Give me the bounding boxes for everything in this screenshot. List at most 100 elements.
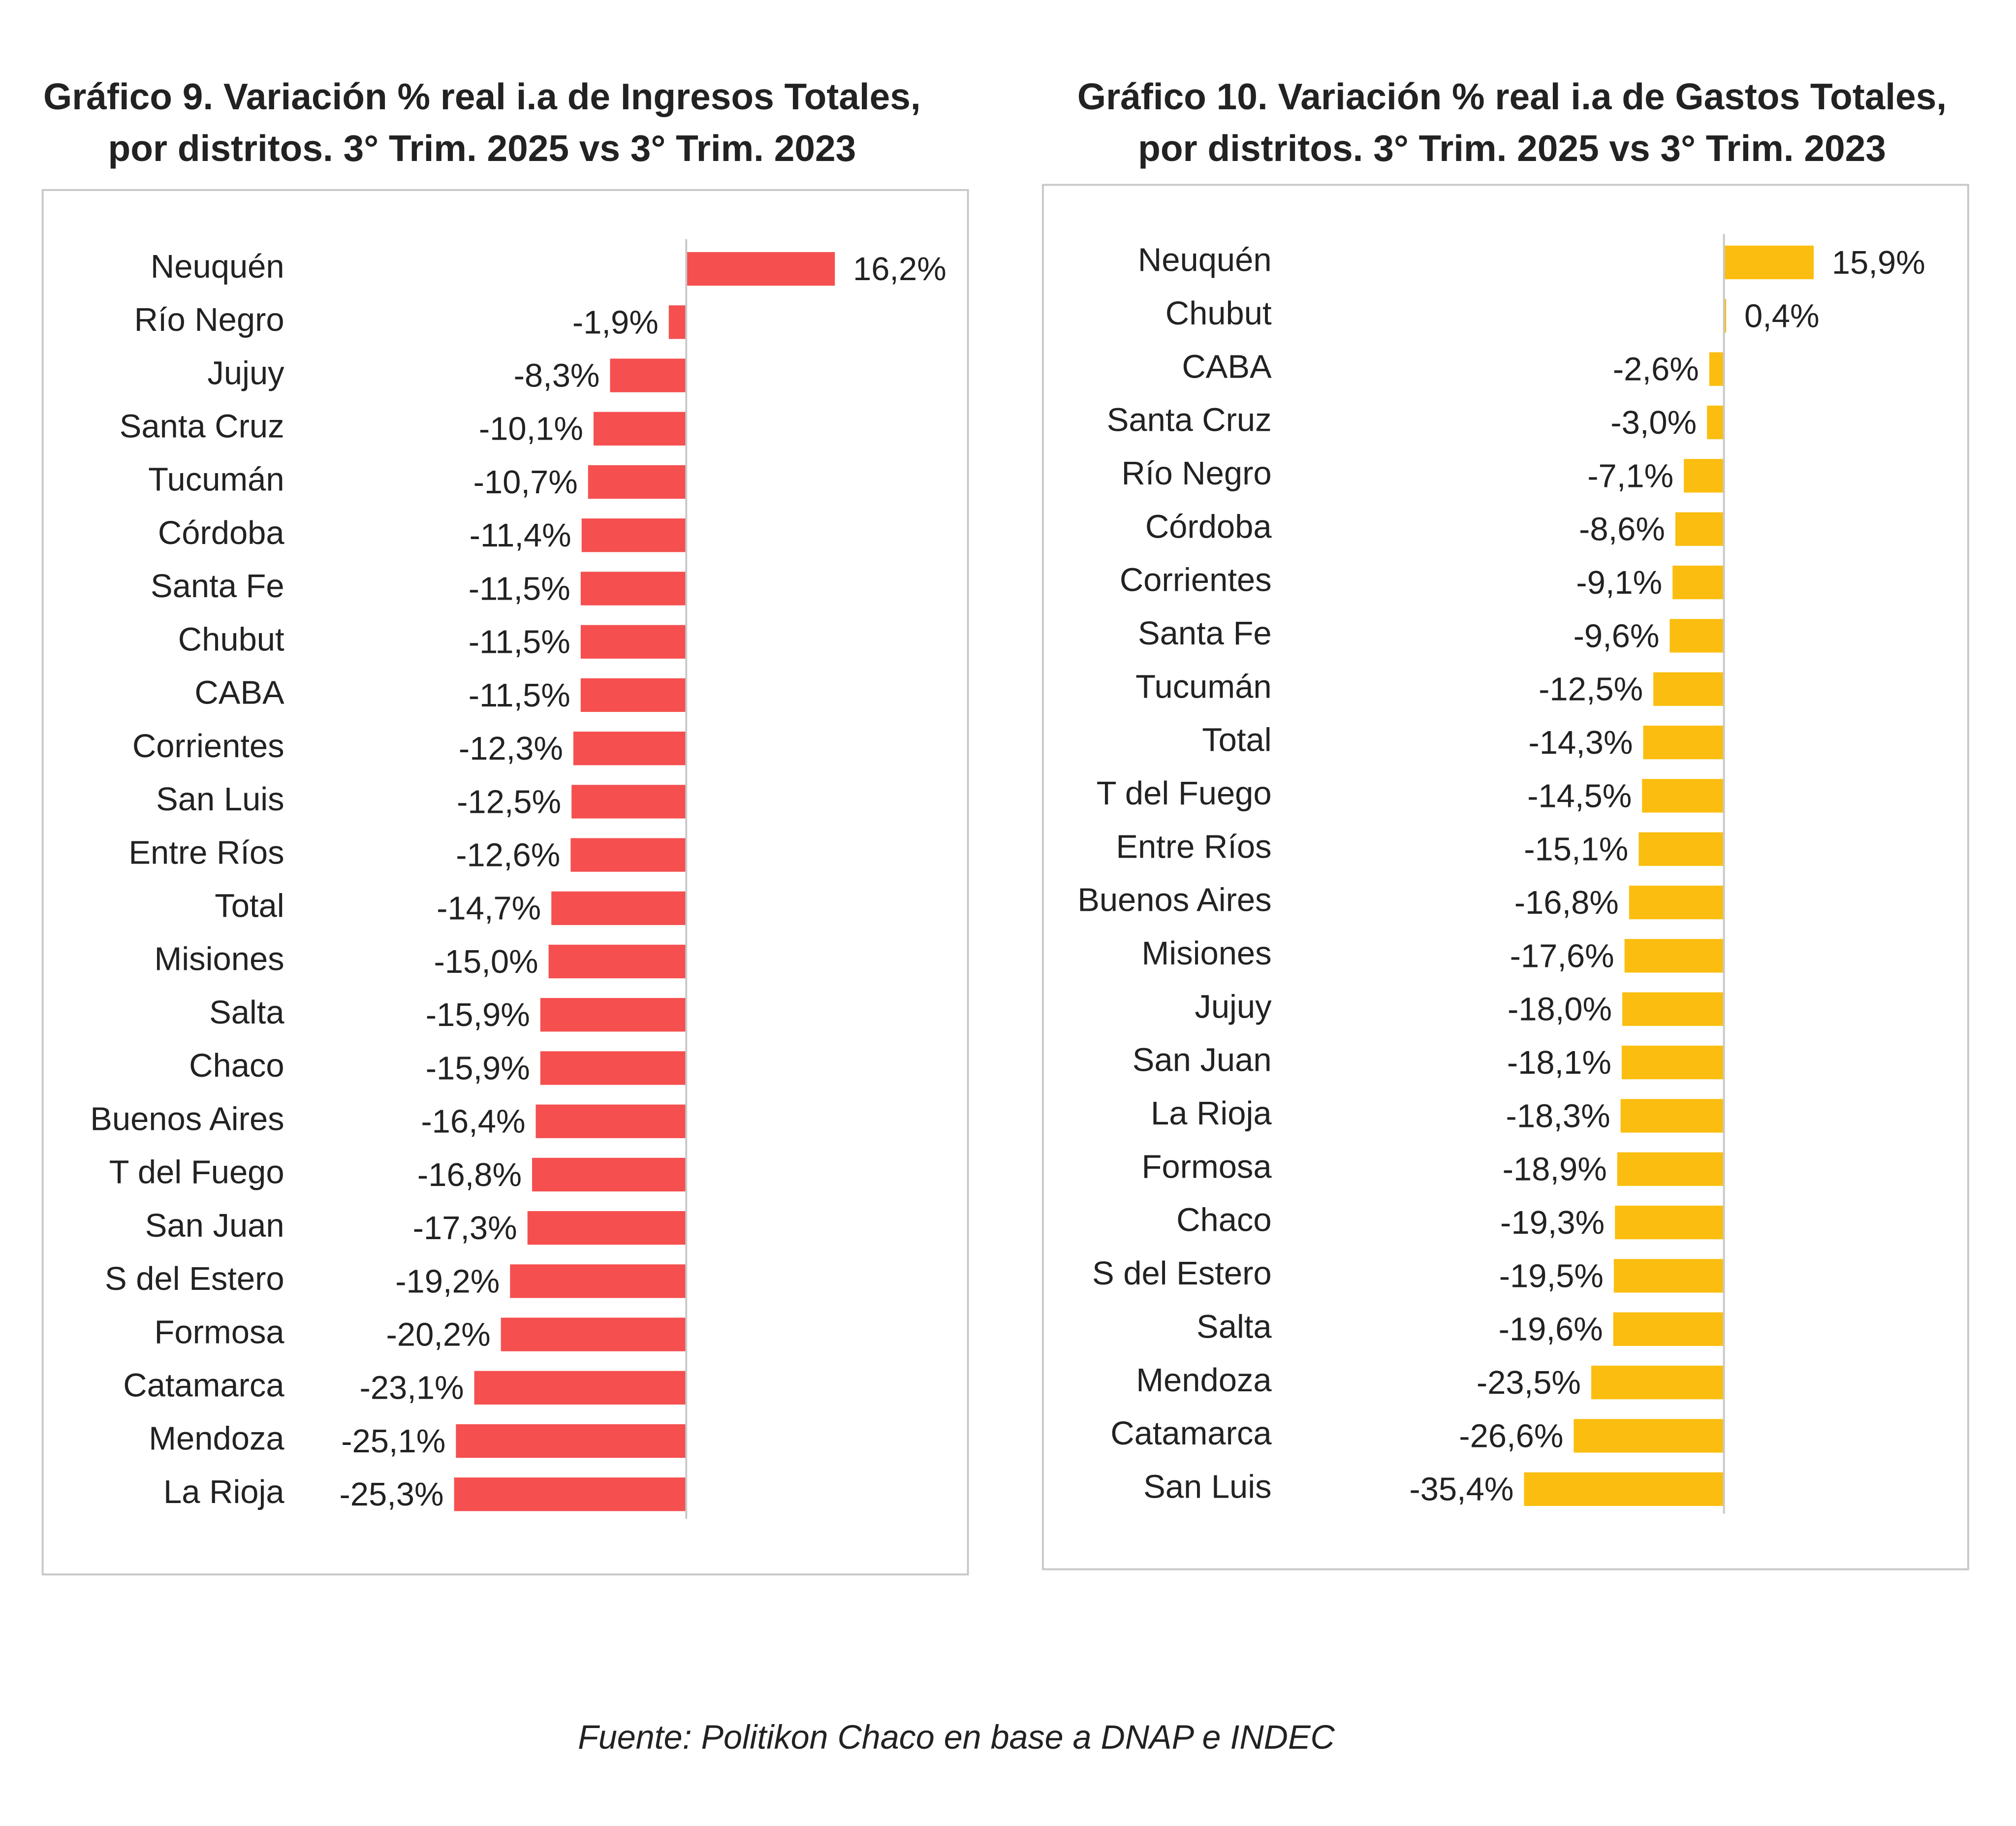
category-label: Santa Cruz — [1107, 402, 1272, 439]
value-label: -2,6% — [1613, 351, 1699, 388]
category-label: San Juan — [145, 1207, 284, 1244]
value-label: -9,6% — [1574, 617, 1660, 654]
bar — [1624, 939, 1724, 973]
category-label: Jujuy — [207, 354, 284, 391]
category-label: Total — [215, 887, 284, 924]
bar — [501, 1317, 687, 1351]
value-label: -35,4% — [1409, 1471, 1513, 1508]
value-label: -25,1% — [341, 1423, 445, 1460]
value-label: -18,1% — [1507, 1044, 1611, 1081]
value-label: -16,8% — [1514, 884, 1619, 921]
category-label: Tucumán — [1135, 668, 1272, 705]
category-label: Formosa — [155, 1313, 285, 1350]
category-label: Chaco — [189, 1047, 284, 1084]
source-note: Fuente: Politikon Chaco en base a DNAP e… — [578, 1719, 1335, 1756]
value-label: -10,7% — [473, 464, 578, 501]
bar — [573, 732, 687, 766]
bar — [580, 678, 687, 712]
bar — [1622, 992, 1724, 1026]
category-label: Formosa — [1142, 1148, 1272, 1185]
value-label: -17,6% — [1510, 937, 1614, 974]
bar — [588, 465, 687, 499]
chart-frame — [41, 189, 969, 1576]
category-label: Buenos Aires — [90, 1100, 284, 1137]
bar — [1675, 512, 1724, 546]
bar — [1672, 565, 1724, 600]
bar — [1629, 885, 1724, 920]
bar — [1591, 1365, 1724, 1400]
value-label: -16,8% — [417, 1156, 522, 1193]
value-label: -11,5% — [469, 570, 570, 607]
category-label: S del Estero — [105, 1260, 284, 1297]
value-label: 15,9% — [1832, 244, 1925, 281]
bar — [570, 838, 687, 872]
bar — [1621, 1045, 1724, 1080]
value-label: -10,1% — [479, 411, 583, 448]
bar — [593, 412, 687, 446]
category-label: Neuquén — [151, 248, 284, 285]
category-label: Catamarca — [1110, 1415, 1272, 1452]
category-label: Río Negro — [134, 301, 284, 338]
value-label: -26,6% — [1459, 1417, 1563, 1454]
value-label: -19,2% — [395, 1263, 500, 1300]
value-label: -19,6% — [1499, 1311, 1603, 1348]
category-label: San Juan — [1133, 1042, 1272, 1079]
category-label: Chaco — [1176, 1202, 1272, 1239]
category-label: Córdoba — [158, 514, 285, 551]
bar — [1709, 352, 1724, 386]
category-label: Jujuy — [1195, 988, 1272, 1025]
category-label: La Rioja — [1151, 1095, 1272, 1132]
category-label: Mendoza — [1136, 1362, 1272, 1399]
value-label: -17,3% — [413, 1210, 517, 1247]
category-label: S del Estero — [1092, 1255, 1272, 1292]
bar — [532, 1157, 687, 1192]
category-label: T del Fuego — [1097, 775, 1272, 812]
bar — [1638, 832, 1724, 866]
value-label: -15,9% — [426, 996, 530, 1033]
category-label: Río Negro — [1122, 455, 1272, 492]
bar — [540, 1051, 687, 1085]
chart-frame — [1041, 184, 1969, 1570]
category-label: CABA — [194, 674, 284, 711]
bar — [1724, 245, 1814, 280]
value-label: -20,2% — [386, 1316, 491, 1353]
value-label: -11,5% — [469, 677, 570, 714]
value-label: 16,2% — [853, 251, 946, 288]
category-label: T del Fuego — [109, 1154, 284, 1191]
bar — [454, 1477, 687, 1511]
bar — [580, 572, 687, 606]
category-label: Mendoza — [149, 1420, 284, 1457]
value-label: -16,4% — [421, 1103, 525, 1140]
value-label: -18,9% — [1503, 1151, 1607, 1188]
bar — [1524, 1472, 1724, 1506]
category-label: Neuquén — [1138, 242, 1272, 279]
value-label: -25,3% — [339, 1476, 443, 1513]
bar — [1615, 1205, 1724, 1240]
value-label: 0,4% — [1744, 297, 1820, 334]
category-label: Santa Fe — [1138, 615, 1272, 652]
bar — [668, 305, 687, 339]
bar — [1617, 1152, 1724, 1186]
value-label: -15,0% — [434, 943, 538, 980]
value-label: -12,5% — [457, 783, 561, 820]
bar — [571, 785, 687, 819]
value-label: -14,7% — [437, 890, 541, 927]
value-label: -14,3% — [1528, 724, 1633, 761]
bar — [610, 358, 687, 392]
value-label: -23,1% — [359, 1370, 464, 1407]
value-label: -3,0% — [1610, 404, 1697, 441]
category-label: Misiones — [1142, 935, 1272, 972]
bar — [1643, 725, 1724, 760]
bar — [540, 998, 687, 1032]
bar — [1613, 1259, 1724, 1293]
category-label: La Rioja — [163, 1474, 284, 1510]
bar — [1653, 672, 1724, 706]
category-label: Total — [1202, 722, 1271, 759]
value-label: -12,6% — [456, 837, 560, 874]
bar — [1574, 1419, 1724, 1453]
bar — [527, 1211, 687, 1245]
category-label: Corrientes — [132, 728, 284, 765]
value-label: -7,1% — [1587, 457, 1673, 494]
category-label: CABA — [1182, 348, 1272, 385]
